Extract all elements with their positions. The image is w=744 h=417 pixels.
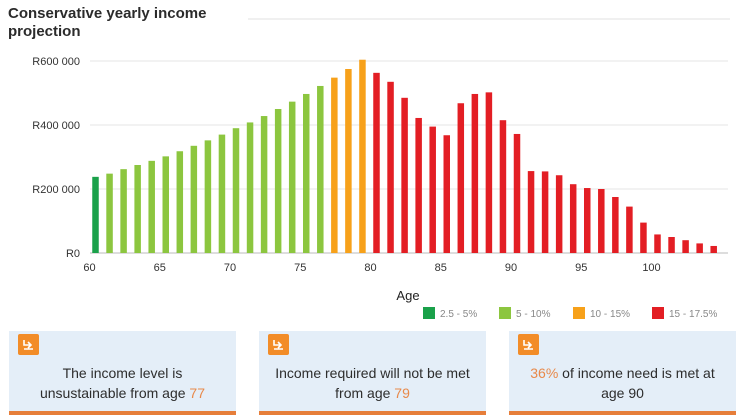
x-tick-label: 85 bbox=[435, 262, 447, 274]
bar-age-97 bbox=[612, 197, 619, 253]
insight-card-sustainability: The income level is unsustainable from a… bbox=[9, 331, 236, 415]
bar-age-69 bbox=[218, 134, 226, 253]
bar-age-94 bbox=[569, 184, 577, 253]
bar-age-87 bbox=[471, 93, 479, 254]
x-tick-label: 95 bbox=[575, 262, 587, 274]
legend-swatch bbox=[652, 307, 664, 319]
chart-title: Conservative yearly income projection bbox=[8, 5, 207, 40]
legend-swatch bbox=[573, 307, 585, 319]
bar-age-93 bbox=[555, 175, 563, 253]
insight-card-text: 36% of income need is met at age 90 bbox=[530, 365, 715, 401]
orange-arrow-icon bbox=[518, 334, 539, 355]
legend-label: 2.5 - 5% bbox=[440, 309, 477, 320]
bar-age-70 bbox=[232, 128, 240, 253]
bar-age-76 bbox=[317, 85, 324, 254]
x-tick-label: 100 bbox=[642, 262, 660, 274]
bar-age-99 bbox=[640, 222, 647, 253]
x-tick-label: 75 bbox=[294, 262, 306, 274]
insight-card-need-met: 36% of income need is met at age 90 bbox=[509, 331, 736, 415]
highlight-value: 77 bbox=[189, 385, 205, 401]
bar-age-68 bbox=[204, 140, 212, 253]
bar-age-75 bbox=[303, 93, 310, 254]
bar-age-78 bbox=[345, 69, 352, 253]
bar-age-81 bbox=[387, 81, 394, 253]
bar-age-84 bbox=[429, 126, 436, 253]
bar-age-102 bbox=[682, 240, 689, 253]
bar-age-91 bbox=[527, 171, 535, 253]
bar-age-77 bbox=[331, 77, 338, 253]
bar-age-101 bbox=[668, 237, 675, 253]
bar-age-96 bbox=[598, 189, 605, 253]
x-tick-label: 80 bbox=[364, 262, 376, 274]
bar-age-92 bbox=[541, 171, 549, 253]
bar-age-71 bbox=[246, 122, 254, 253]
insight-card-text: Income required will not be met from age… bbox=[275, 365, 470, 401]
bar-age-88 bbox=[485, 92, 493, 253]
bar-age-103 bbox=[696, 243, 703, 253]
bar-age-89 bbox=[499, 120, 507, 253]
bar-age-62 bbox=[120, 169, 127, 253]
legend-swatch bbox=[499, 307, 511, 319]
orange-arrow-icon bbox=[268, 334, 289, 355]
bar-age-100 bbox=[654, 234, 661, 253]
legend-label: 15 - 17.5% bbox=[669, 309, 717, 320]
bar-chart: R0 R200 000 R400 000 R600 000 60 65 70 75 80 85 9… bbox=[32, 18, 730, 320]
highlight-value: 36% bbox=[530, 365, 559, 381]
x-axis: 60 65 70 75 80 85 90 95 100 bbox=[83, 262, 660, 274]
bar-age-83 bbox=[415, 117, 422, 254]
bar-age-85 bbox=[443, 135, 450, 253]
bar-age-65 bbox=[162, 156, 169, 253]
bar-age-74 bbox=[288, 101, 296, 253]
bar-age-98 bbox=[626, 206, 633, 253]
bar-age-66 bbox=[176, 151, 184, 253]
bar-age-95 bbox=[584, 188, 591, 253]
legend-label: 10 - 15% bbox=[590, 309, 630, 320]
bar-age-80 bbox=[373, 72, 380, 253]
bar-age-86 bbox=[457, 103, 465, 254]
legend-swatch bbox=[423, 307, 435, 319]
orange-arrow-icon bbox=[18, 334, 39, 355]
y-tick-label: R400 000 bbox=[32, 120, 80, 132]
bar-age-73 bbox=[274, 109, 282, 253]
x-tick-label: 65 bbox=[154, 262, 166, 274]
x-tick-label: 90 bbox=[505, 262, 517, 274]
y-tick-label: R200 000 bbox=[32, 184, 80, 196]
x-tick-label: 70 bbox=[224, 262, 236, 274]
y-axis: R0 R200 000 R400 000 R600 000 bbox=[32, 56, 80, 260]
legend-label: 5 - 10% bbox=[516, 309, 551, 320]
insight-card-text: The income level is unsustainable from a… bbox=[39, 365, 205, 401]
bar-age-82 bbox=[401, 97, 408, 253]
bar-age-72 bbox=[260, 116, 268, 253]
highlight-value: 79 bbox=[394, 385, 410, 401]
bar-age-64 bbox=[148, 160, 155, 253]
bar-age-79 bbox=[359, 59, 366, 253]
legend: 2.5 - 5% 5 - 10% 10 - 15% 15 - 17.5% bbox=[423, 307, 717, 320]
bar-age-60 bbox=[92, 176, 99, 253]
x-tick-label: 60 bbox=[83, 262, 95, 274]
bar-age-61 bbox=[106, 173, 113, 253]
bars bbox=[92, 59, 717, 254]
bar-age-63 bbox=[134, 165, 141, 253]
insight-card-income-required: Income required will not be met from age… bbox=[259, 331, 486, 415]
y-tick-label: R600 000 bbox=[32, 56, 80, 68]
y-tick-label: R0 bbox=[66, 248, 80, 260]
bar-age-104 bbox=[710, 245, 717, 253]
bar-age-67 bbox=[190, 145, 198, 253]
bar-age-90 bbox=[513, 133, 521, 253]
x-axis-title: Age bbox=[396, 288, 419, 303]
